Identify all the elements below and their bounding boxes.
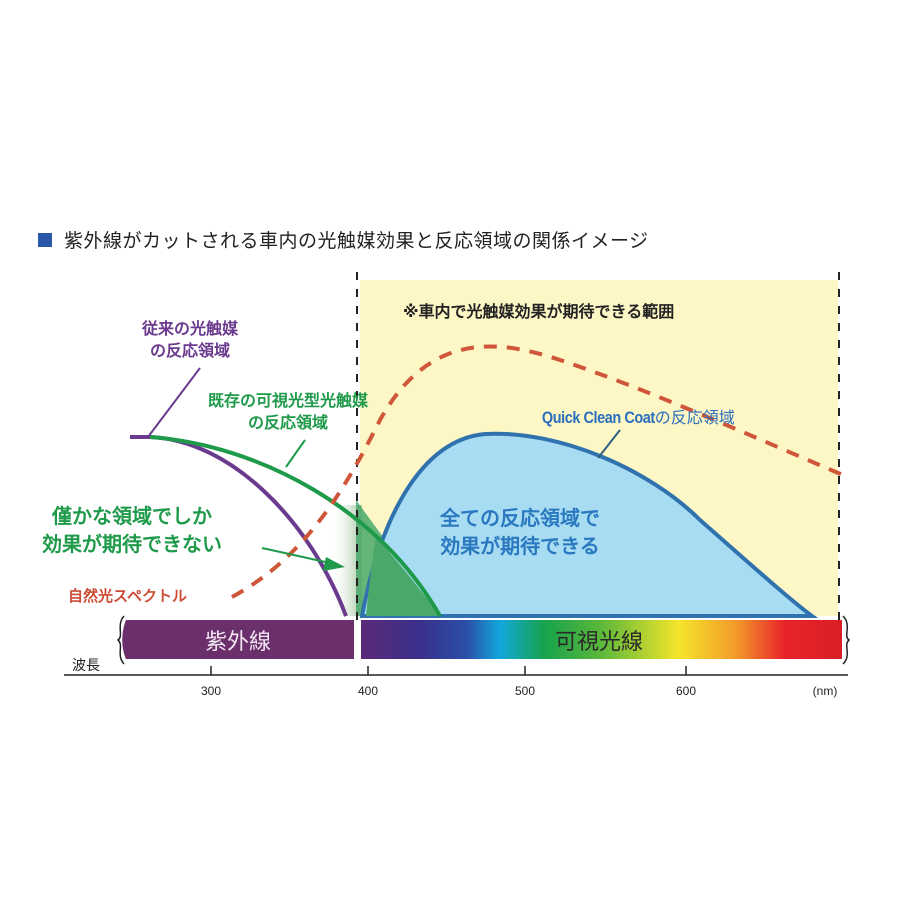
visible-type-curve: [149, 435, 442, 617]
tick-label-300: 300: [200, 684, 222, 698]
tick-label-500: 500: [514, 684, 536, 698]
limited-effect-label: 僅かな領域でしか 効果が期待できない: [42, 502, 222, 558]
limited-effect-line1: 僅かな領域でしか: [52, 504, 212, 528]
natural-spectrum-label: 自然光スペクトル: [68, 587, 187, 605]
limited-arrow-line: [261, 547, 331, 564]
in-car-range-label: ※車内で光触媒効果が期待できる範囲: [403, 302, 675, 321]
conventional-leader: [147, 367, 201, 438]
natural-spectrum-curve: [231, 344, 851, 599]
visible-type-label-line2: の反応領域: [248, 413, 329, 432]
conventional-label-line1: 従来の光触媒: [142, 319, 239, 338]
visible-type-label-line1: 既存の可視光型光触媒: [208, 391, 369, 410]
blue-square-bullet-icon: [38, 232, 52, 247]
limited-effect-line2: 効果が期待できない: [42, 532, 222, 556]
uv-bar: [122, 620, 354, 659]
all-range-line1: 全ての反応領域で: [440, 506, 600, 530]
chart-title: 紫外線がカットされる車内の光触媒効果と反応領域の関係イメージ: [38, 226, 649, 253]
qcc-brand: Quick Clean Coat: [541, 408, 655, 427]
limited-arrow-head-icon: [323, 557, 345, 571]
qcc-leader: [597, 429, 621, 459]
tick-label-600: 600: [675, 684, 697, 698]
chart-title-text: 紫外線がカットされる車内の光触媒効果と反応領域の関係イメージ: [64, 230, 649, 252]
all-range-label: 全ての反応領域で 効果が期待できる: [440, 504, 600, 560]
uv-bar-left-brace: [116, 615, 125, 665]
qcc-reaction-area: [359, 431, 819, 618]
visible-bar: [361, 620, 842, 659]
wavelength-axis-label: 波長: [72, 658, 100, 674]
conventional-label: 従来の光触媒 の反応領域: [142, 318, 238, 362]
conventional-label-line2: の反応領域: [150, 341, 231, 360]
visible-bar-right-brace: [842, 615, 851, 665]
visible-type-leader: [285, 439, 306, 468]
unit-label: (nm): [812, 684, 838, 698]
green-over-blue-fill: [366, 537, 440, 616]
qcc-suffix: の反応領域: [654, 408, 735, 427]
visible-type-label: 既存の可視光型光触媒 の反応領域: [208, 390, 368, 434]
qcc-label: Quick Clean Coatの反応領域: [522, 404, 735, 428]
uv-bar-label: 紫外線: [205, 630, 272, 655]
all-range-line2: 効果が期待できる: [440, 534, 600, 558]
visible-bar-label: 可視光線: [555, 630, 644, 655]
tick-label-400: 400: [357, 684, 379, 698]
